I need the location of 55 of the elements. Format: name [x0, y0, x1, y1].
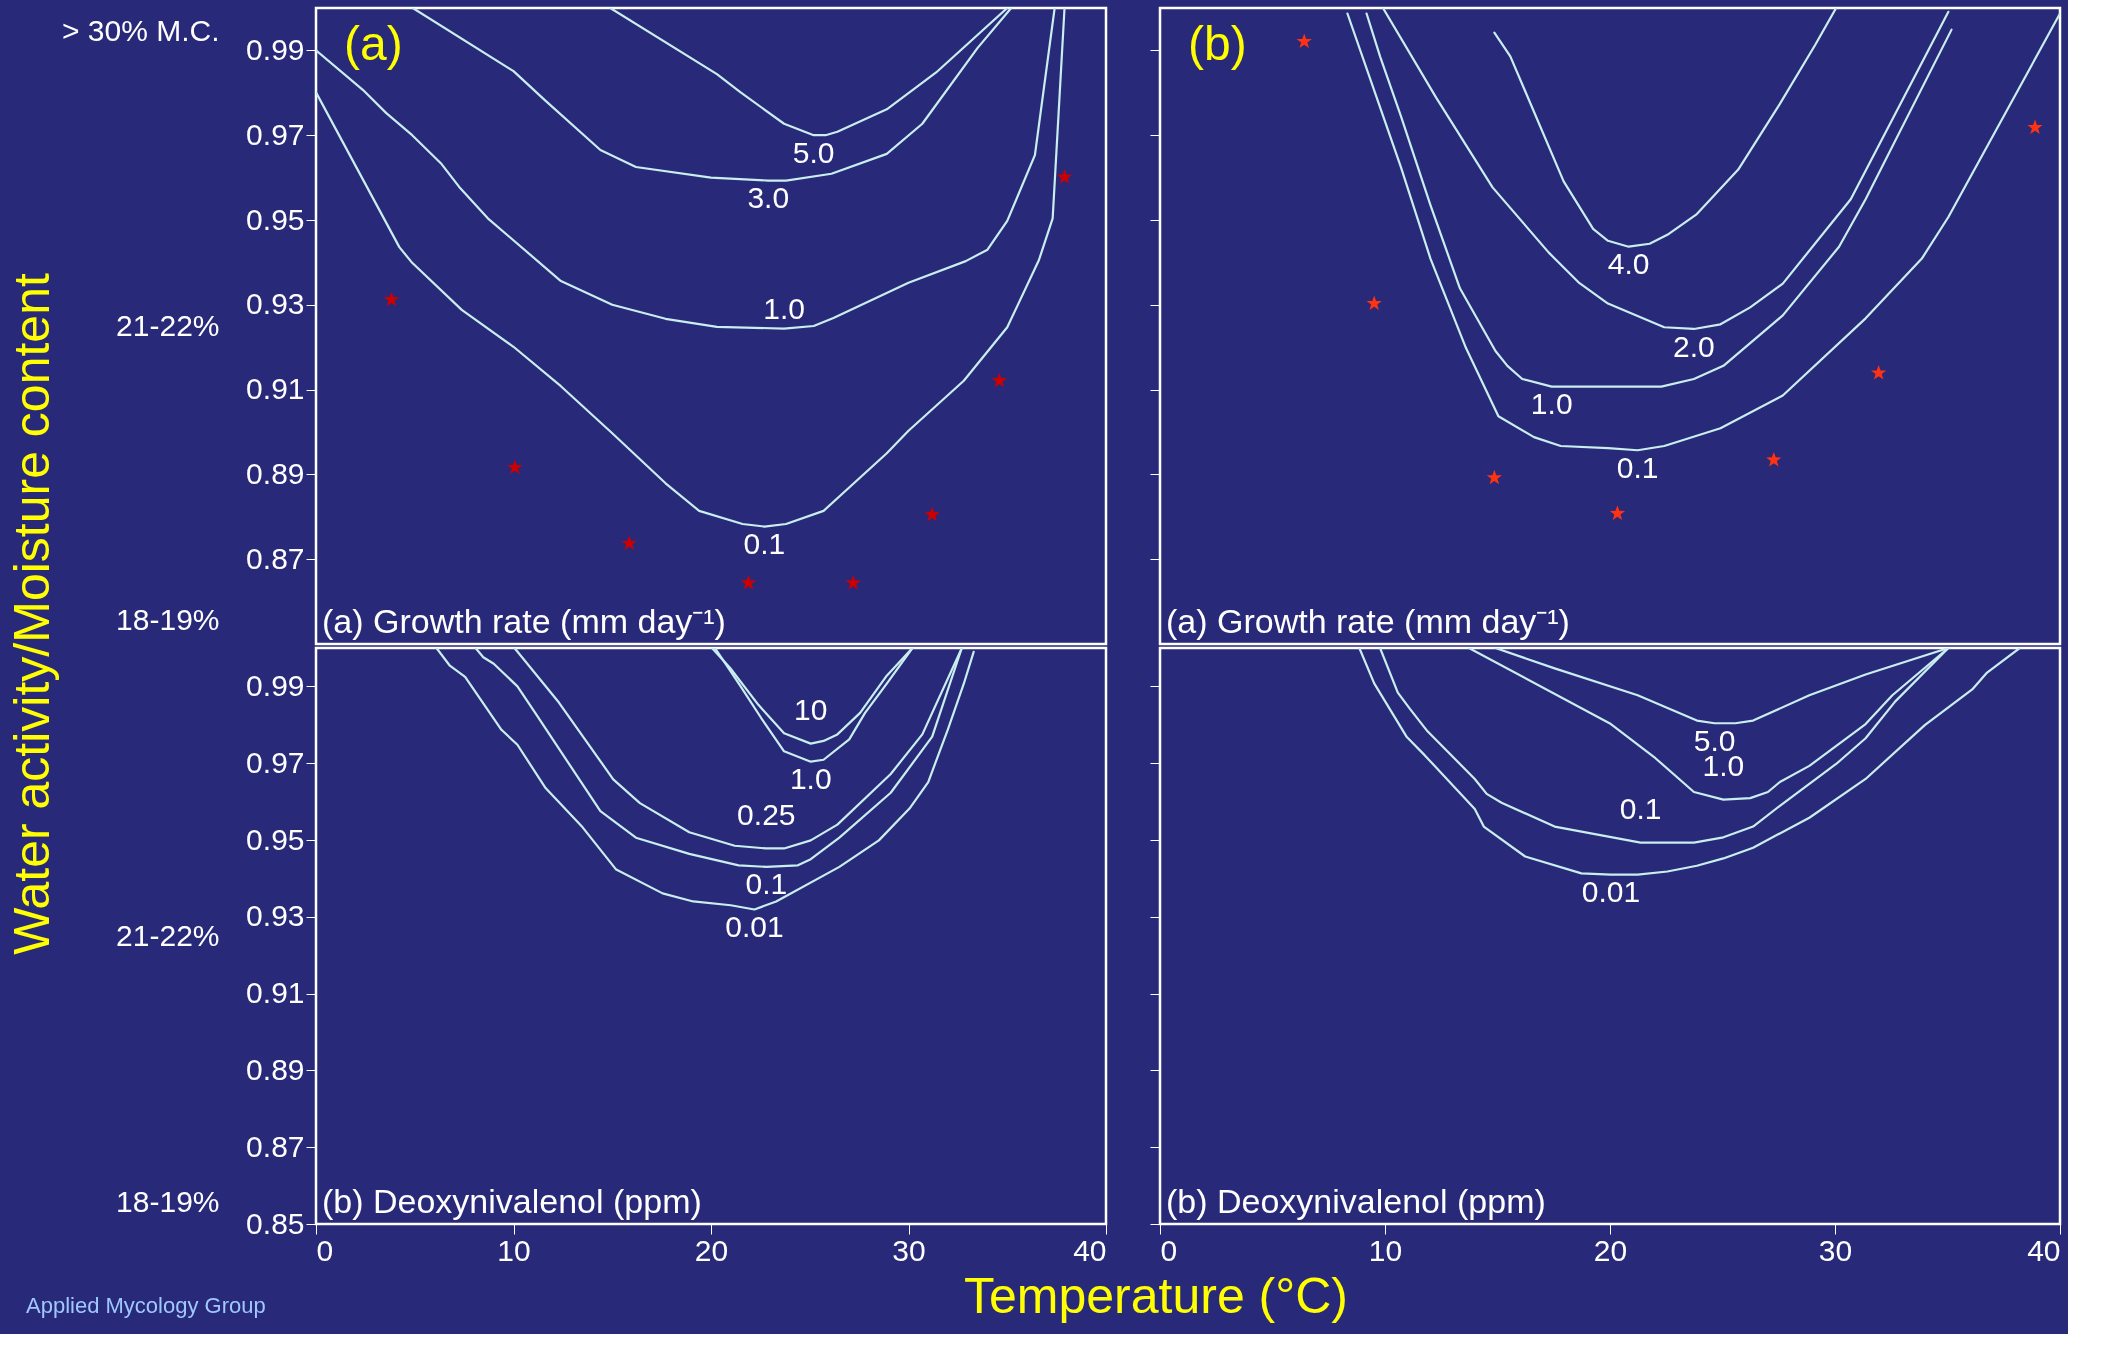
series-label: 0.25 [737, 797, 796, 831]
x-tick-label: 0 [316, 1233, 334, 1267]
category-label: > 30% M.C. [61, 14, 220, 48]
text: (a) Growth rate (mm day⁻¹) [1166, 602, 1570, 640]
y-tick-label: 0.99 [246, 668, 305, 702]
series-label: 1.0 [789, 762, 832, 796]
x-tick-label: 0 [1160, 1233, 1178, 1267]
x-tick-label: 30 [892, 1233, 926, 1267]
series-label: 4.0 [1607, 247, 1650, 281]
text: Applied Mycology Group [26, 1293, 266, 1318]
y-axis-title: Water activity/Moisture content [4, 273, 60, 955]
x-tick-label: 20 [1593, 1233, 1628, 1267]
y-tick-label: 0.91 [246, 372, 305, 406]
series-label: 1.0 [763, 291, 805, 325]
category-label: 18-19% [116, 1185, 220, 1219]
series-label: 0.1 [743, 527, 786, 561]
text: (a) Growth rate (mm day⁻¹) [322, 602, 726, 640]
series-label: 0.01 [1581, 875, 1641, 909]
chart-title: (b) [1188, 17, 1247, 70]
x-tick-label: 10 [497, 1233, 531, 1267]
text: (b) Deoxynivalenol (ppm) [1166, 1182, 1546, 1220]
text: (b) Deoxynivalenol (ppm) [322, 1182, 702, 1220]
x-axis-title: Temperature (°C) [964, 1268, 1348, 1324]
y-tick-label: 0.85 [246, 1206, 305, 1240]
y-tick-label: 0.97 [246, 745, 305, 779]
series-label: 5.0 [792, 135, 835, 169]
y-tick-label: 0.87 [246, 1129, 305, 1163]
series-label: 0.1 [1616, 450, 1659, 484]
y-tick-label: 0.93 [246, 287, 305, 321]
y-tick-label: 0.95 [246, 202, 305, 236]
y-tick-label: 0.91 [246, 976, 305, 1010]
series-label: 0.01 [725, 910, 784, 944]
x-tick-label: 10 [1368, 1233, 1403, 1267]
series-label: 0.1 [745, 867, 788, 901]
y-tick-label: 0.89 [246, 1052, 305, 1086]
category-label: 21-22% [116, 918, 220, 952]
series-label: 3.0 [747, 181, 790, 215]
y-tick-label: 0.95 [246, 822, 305, 856]
series-label: 10 [794, 693, 828, 727]
chart-title: (a) [344, 17, 403, 70]
x-tick-label: 20 [694, 1233, 729, 1267]
category-label: 21-22% [116, 308, 220, 342]
x-tick-label: 30 [1818, 1233, 1853, 1267]
y-tick-label: 0.97 [246, 117, 305, 151]
category-label: 18-19% [116, 602, 220, 636]
series-label: 1.0 [1530, 387, 1573, 421]
series-label: 5.0 [1693, 723, 1736, 757]
y-tick-label: 0.93 [246, 899, 305, 933]
y-tick-label: 0.99 [246, 32, 305, 66]
x-tick-label: 40 [1073, 1233, 1107, 1267]
x-tick-label: 40 [2027, 1233, 2061, 1267]
y-tick-label: 0.89 [246, 456, 305, 490]
y-tick-label: 0.87 [246, 541, 305, 575]
series-label: 0.1 [1619, 792, 1662, 826]
series-label: 2.0 [1673, 329, 1715, 363]
